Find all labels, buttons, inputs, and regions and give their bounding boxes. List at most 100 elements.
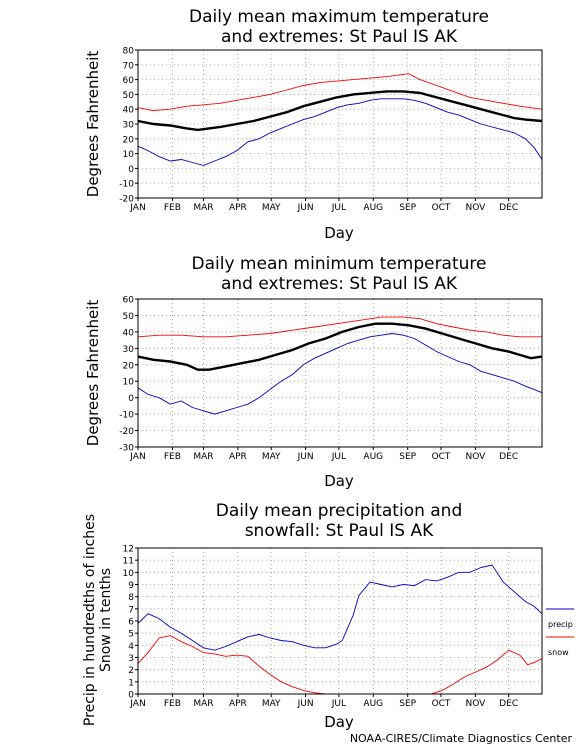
y-axis-label: Degrees Fahrenheit <box>84 300 102 447</box>
y-tick-label: 4 <box>128 642 134 652</box>
x-tick-label: AUG <box>363 699 383 709</box>
x-tick-label: APR <box>229 452 247 462</box>
x-tick-label: MAR <box>193 699 213 709</box>
chart-title-line-2: and extremes: St Paul IS AK <box>221 27 458 47</box>
x-tick-label: FEB <box>164 203 181 213</box>
series-line <box>137 73 543 112</box>
y-tick-label: 20 <box>123 361 135 371</box>
x-tick-label: AUG <box>363 203 383 213</box>
y-tick-label: 40 <box>123 106 135 116</box>
y-axis-label-line-2: Snow in tenths <box>98 568 114 672</box>
x-tick-label: MAR <box>193 203 213 213</box>
x-tick-label: JUL <box>331 699 346 709</box>
x-tick-label: DEC <box>499 203 518 213</box>
series-line <box>137 333 543 415</box>
x-tick-label: SEP <box>399 699 416 709</box>
y-tick-label: 12 <box>123 545 134 555</box>
y-axis-label-line-1: Precip in hundredths of inches <box>82 514 98 726</box>
y-tick-label: 60 <box>123 76 135 86</box>
y-tick-label: 0 <box>128 394 134 404</box>
y-tick-label: 7 <box>128 605 134 615</box>
max-temp-panel: Daily mean maximum temperature and extre… <box>84 7 543 242</box>
y-tick-label: 3 <box>128 654 134 664</box>
series-line <box>137 564 543 651</box>
chart-title-line-1: Daily mean maximum temperature <box>189 7 489 27</box>
y-tick-label: -20 <box>119 195 134 205</box>
x-tick-label: DEC <box>499 452 518 462</box>
y-tick-label: -20 <box>119 427 134 437</box>
y-tick-label: 11 <box>123 557 134 567</box>
y-tick-label: 5 <box>128 630 134 640</box>
y-tick-label: 70 <box>123 61 135 71</box>
series-line <box>137 90 543 132</box>
credit-text: NOAA-CIRES/Climate Diagnostics Center <box>350 732 573 745</box>
y-tick-label: 10 <box>123 378 135 388</box>
x-tick-label: JUN <box>297 699 314 709</box>
x-tick-label: FEB <box>164 699 181 709</box>
plot-frame <box>137 298 543 448</box>
series-line <box>137 635 543 695</box>
x-tick-label: MAY <box>262 203 281 213</box>
y-tick-label: -30 <box>119 444 134 454</box>
min-temp-plot: -30 -20 -10 0 10 20 30 40 50 60 JAN FEB MAR APR MAY JUN… <box>119 296 543 462</box>
y-tick-label: 8 <box>128 593 134 603</box>
x-tick-label: JUN <box>297 203 314 213</box>
x-tick-label: SEP <box>399 203 416 213</box>
x-tick-label: JAN <box>129 699 145 709</box>
x-tick-label: NOV <box>465 452 486 462</box>
legend-label: snow <box>548 648 569 657</box>
x-tick-label: FEB <box>164 452 181 462</box>
x-tick-label: JUN <box>297 452 314 462</box>
x-tick-label: JUL <box>331 203 346 213</box>
y-tick-label: 6 <box>128 618 134 628</box>
min-temp-panel: Daily mean minimum temperature and extre… <box>84 254 543 490</box>
x-tick-label: OCT <box>432 203 451 213</box>
chart-title-line-1: Daily mean minimum temperature <box>192 254 487 274</box>
y-tick-label: 10 <box>123 150 135 160</box>
legend-label: precip <box>548 620 573 629</box>
y-tick-label: 30 <box>123 345 135 355</box>
max-temp-plot: -20 -10 0 10 20 30 40 50 60 70 80 JAN FEB MAR APR MAY JU… <box>119 47 543 213</box>
x-tick-label: OCT <box>432 452 451 462</box>
x-axis-label: Day <box>324 224 354 242</box>
y-axis-label: Degrees Fahrenheit <box>84 51 102 198</box>
y-tick-label: 20 <box>123 135 135 145</box>
x-tick-label: MAY <box>262 699 281 709</box>
y-tick-label: 0 <box>128 165 134 175</box>
x-tick-label: OCT <box>432 699 451 709</box>
chart-title-line-2: snowfall: St Paul IS AK <box>245 521 434 541</box>
x-tick-label: JUL <box>331 452 346 462</box>
x-tick-label: JAN <box>129 203 145 213</box>
x-tick-label: JAN <box>129 452 145 462</box>
y-tick-label: 60 <box>123 296 135 306</box>
x-tick-label: APR <box>229 203 247 213</box>
y-tick-label: 40 <box>123 328 135 338</box>
legend: precip snow <box>546 608 574 657</box>
x-tick-label: AUG <box>363 452 383 462</box>
y-tick-label: -10 <box>119 411 134 421</box>
x-tick-label: MAY <box>262 452 281 462</box>
precip-panel: Daily mean precipitation and snowfall: S… <box>82 501 574 731</box>
series-line <box>137 322 543 371</box>
y-tick-label: 80 <box>123 47 135 57</box>
x-tick-label: NOV <box>465 699 486 709</box>
y-tick-label: 10 <box>123 569 135 579</box>
chart-title-line-2: and extremes: St Paul IS AK <box>221 274 458 294</box>
series-line <box>137 316 542 338</box>
x-tick-label: DEC <box>499 699 518 709</box>
y-tick-label: 2 <box>128 666 134 676</box>
series-line <box>137 98 543 166</box>
x-tick-label: APR <box>229 699 247 709</box>
x-tick-label: MAR <box>193 452 213 462</box>
chart-title-line-1: Daily mean precipitation and <box>216 501 463 521</box>
x-tick-label: NOV <box>465 203 486 213</box>
x-axis-label: Day <box>324 472 354 490</box>
x-axis-label: Day <box>324 713 354 731</box>
y-tick-label: 50 <box>123 312 135 322</box>
y-tick-label: 0 <box>128 691 134 701</box>
y-tick-label: 30 <box>123 121 135 131</box>
y-tick-label: 1 <box>128 678 134 688</box>
